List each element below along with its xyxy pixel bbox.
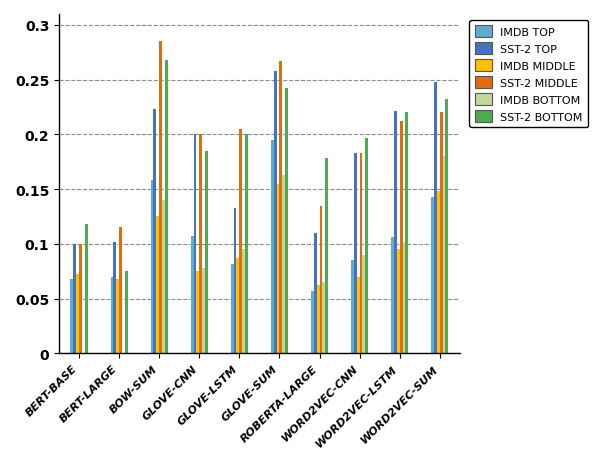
Bar [162,200,165,353]
Bar [313,233,316,353]
Bar [405,113,408,353]
Bar [165,61,168,353]
Bar [320,206,323,353]
Bar [73,244,76,353]
Bar [193,135,196,353]
Bar [234,208,237,353]
Bar [153,110,156,353]
Bar [199,135,202,353]
Bar [79,244,82,353]
Bar [119,228,122,353]
Bar [359,154,362,353]
Bar [362,255,365,353]
Bar [71,279,73,353]
Bar [271,141,274,353]
Bar [446,100,448,353]
Bar [111,277,114,353]
Bar [397,250,400,353]
Bar [357,277,359,353]
Bar [391,238,394,353]
Bar [437,192,440,353]
Bar [159,42,162,353]
Bar [242,250,245,353]
Bar [274,72,277,353]
Bar [351,261,354,353]
Bar [239,130,242,353]
Bar [156,217,159,353]
Bar [237,258,239,353]
Bar [150,181,153,353]
Bar [117,279,119,353]
Bar [311,291,313,353]
Bar [316,286,320,353]
Bar [431,197,434,353]
Bar [76,275,79,353]
Legend: IMDB TOP, SST-2 TOP, IMDB MIDDLE, SST-2 MIDDLE, IMDB BOTTOM, SST-2 BOTTOM: IMDB TOP, SST-2 TOP, IMDB MIDDLE, SST-2 … [469,20,588,128]
Bar [326,159,328,353]
Bar [245,135,248,353]
Bar [285,89,288,353]
Bar [440,113,443,353]
Bar [354,154,357,353]
Bar [196,272,199,353]
Bar [205,151,208,353]
Bar [402,242,405,353]
Bar [85,225,88,353]
Bar [125,272,128,353]
Bar [394,112,397,353]
Bar [434,83,437,353]
Bar [280,62,282,353]
Bar [202,269,205,353]
Bar [191,237,193,353]
Bar [323,282,326,353]
Bar [282,175,285,353]
Bar [277,184,280,353]
Bar [114,242,117,353]
Bar [400,122,402,353]
Bar [365,138,368,353]
Bar [443,157,446,353]
Bar [231,264,234,353]
